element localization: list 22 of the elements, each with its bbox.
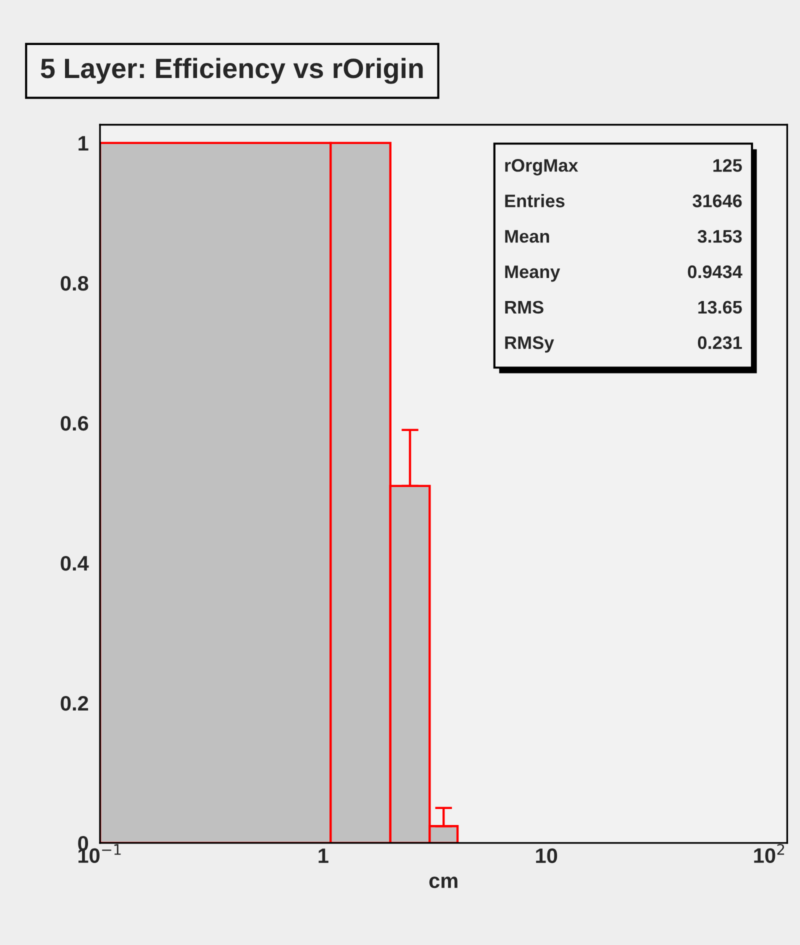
- y-tick-label: 0.8: [60, 276, 88, 291]
- y-tick-label: 1: [78, 136, 88, 150]
- annotation: Meany: [505, 266, 560, 282]
- annotation: RMSy: [505, 336, 554, 353]
- annotation: 0.231: [698, 336, 742, 350]
- y-tick-label: 0.6: [60, 416, 88, 431]
- annotation: 125: [713, 159, 742, 172]
- chart-title: 5 Layer: Efficiency vs rOrigin: [40, 58, 423, 84]
- annotation: 0.9434: [688, 265, 742, 278]
- annotation: 13.65: [698, 300, 742, 314]
- y-tick-label: 0.2: [60, 696, 88, 711]
- annotation: Mean: [505, 230, 550, 243]
- x-tick-label: 10$^{2}$: [754, 844, 784, 863]
- y-tick-label: 0.4: [60, 556, 89, 571]
- annotation: RMS: [505, 300, 544, 314]
- annotation: rOrgMax: [505, 159, 578, 176]
- annotation: 31646: [692, 194, 742, 208]
- x-tick-label: 1: [318, 848, 328, 863]
- x-tick-label: 10: [536, 848, 558, 864]
- annotation: 3.153: [698, 230, 742, 243]
- x-axis-title: cm: [429, 876, 458, 888]
- annotation: Entries: [505, 194, 564, 208]
